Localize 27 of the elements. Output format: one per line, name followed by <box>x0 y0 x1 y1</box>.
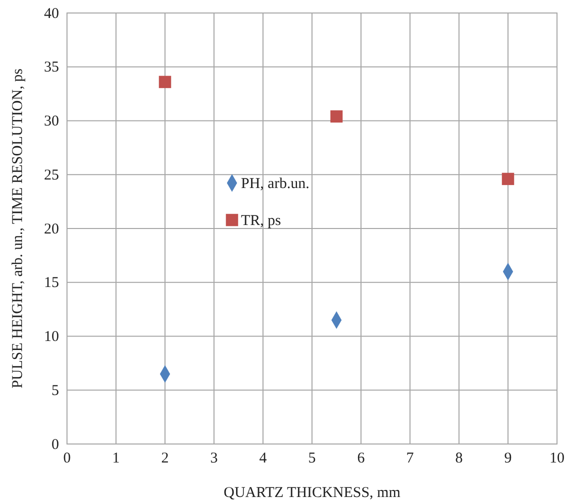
x-tick-label: 9 <box>504 450 512 467</box>
y-tick-label: 10 <box>44 329 59 346</box>
y-tick-label: 35 <box>44 60 59 76</box>
x-tick-label: 3 <box>210 450 218 467</box>
y-tick-label: 0 <box>52 436 59 453</box>
x-tick-label: 8 <box>455 450 463 467</box>
y-tick-label: 25 <box>44 167 59 184</box>
point <box>158 76 172 88</box>
legend-label: PH, arb.un. <box>241 176 310 192</box>
x-tick-label: 6 <box>357 450 366 467</box>
y-tick-label: 20 <box>44 221 59 238</box>
x-axis-title: QUARTZ THICKNESS, mm <box>224 485 401 501</box>
x-tick-label: 7 <box>406 450 414 467</box>
x-tick-label: 4 <box>259 450 268 467</box>
x-tick-label: 2 <box>161 450 169 467</box>
point <box>330 110 343 123</box>
y-axis-title: PULSE HEIGHT, arb. un., TIME RESOLUTION, ps <box>10 68 26 388</box>
y-tick-label: 5 <box>52 382 59 399</box>
y-tick-label: 40 <box>44 6 59 22</box>
y-tick-label: 15 <box>44 275 59 292</box>
y-tick-label: 30 <box>44 114 59 130</box>
x-tick-label: 0 <box>63 450 71 467</box>
point <box>502 172 514 186</box>
legend-label: TR, ps <box>241 213 282 229</box>
x-tick-label: 1 <box>112 450 120 467</box>
x-tick-label: 5 <box>308 450 316 467</box>
x-tick-label: 10 <box>550 450 564 467</box>
